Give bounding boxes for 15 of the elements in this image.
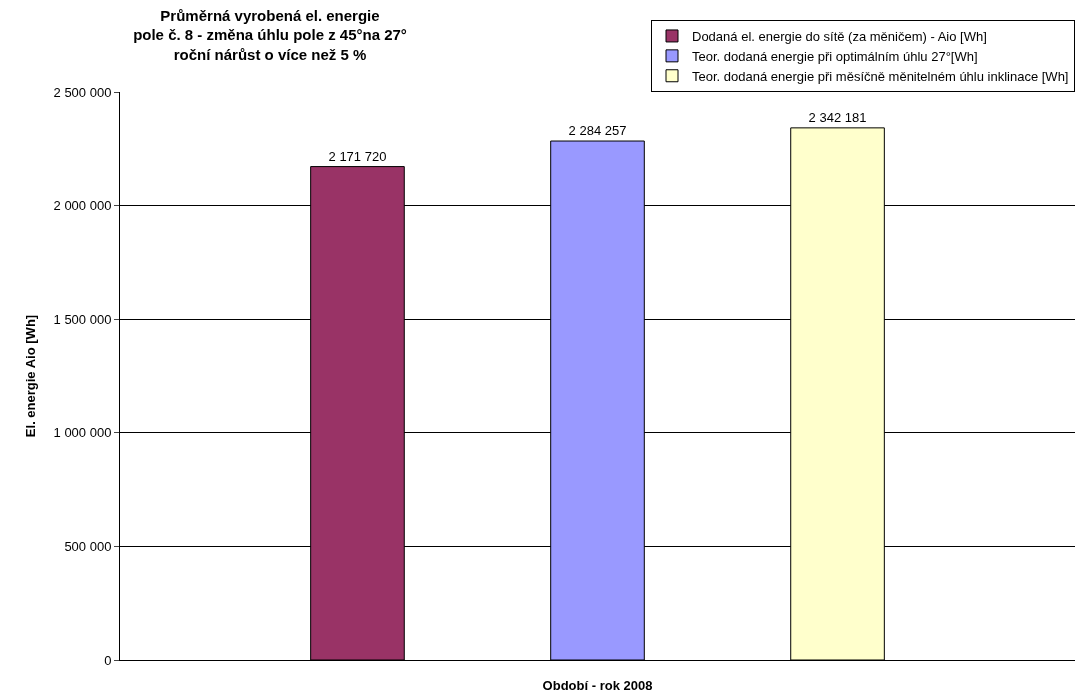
chart-title: Průměrná vyrobená el. energie pole č. 8 - změna úhlu pole z 45°na 27° roční nárůst o více než 5 % [133,6,407,63]
y-tick-label: 500 000 [64,538,112,554]
y-tick-label: 1 000 000 [53,425,112,441]
y-tick-label: 0 [104,652,112,668]
data-label: 2 171 720 [328,148,387,164]
y-tick-label: 2 500 000 [53,84,112,100]
legend-label: Teor. dodaná energie při měsíčně měnitelném úhlu inklinace [Wh] [692,68,1069,84]
y-tick-label: 2 000 000 [53,198,112,214]
legend-label: Teor. dodaná energie při optimálním úhlu 27°[Wh] [692,48,978,64]
y-tick-label: 1 500 000 [53,311,112,327]
data-label: 2 284 257 [568,123,627,139]
x-axis-title: Období - rok 2008 [542,678,653,694]
legend-label: Dodaná el. energie do sítě (za měničem) - Aio [Wh] [692,29,987,45]
y-axis-title: El. energie Aio [Wh] [22,314,38,438]
data-label: 2 342 181 [808,109,867,125]
